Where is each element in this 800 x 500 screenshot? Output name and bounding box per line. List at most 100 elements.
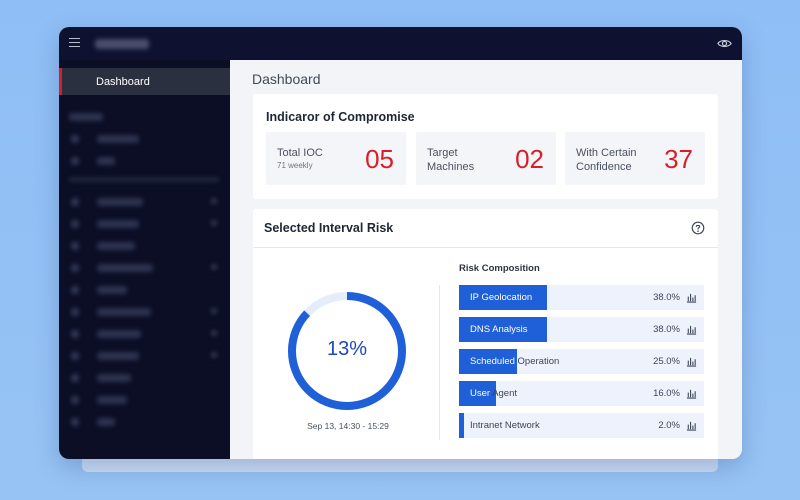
sidebar-item-redacted[interactable] bbox=[97, 308, 151, 316]
metric-label: Target Machines bbox=[427, 146, 474, 174]
chevron-icon-redacted bbox=[211, 308, 217, 314]
risk-card-header: Selected Interval Risk bbox=[253, 209, 718, 248]
composition-title: Risk Composition bbox=[459, 263, 540, 274]
donut-chart bbox=[288, 292, 406, 410]
metric-value: 02 bbox=[515, 144, 544, 174]
composition-name-part: Agent bbox=[492, 388, 518, 399]
ioc-title: Indicaror of Compromise bbox=[266, 110, 415, 124]
sidebar-item-redacted[interactable] bbox=[97, 418, 115, 426]
donut-caption: Sep 13, 14:30 - 15:29 bbox=[307, 421, 389, 431]
composition-bar bbox=[459, 413, 464, 438]
metric-label: Total IOC bbox=[277, 147, 323, 159]
composition-bar bbox=[459, 285, 547, 310]
composition-name: Scheduled Operation bbox=[470, 356, 559, 367]
sidebar-item-redacted[interactable] bbox=[97, 352, 139, 360]
sidebar-item-redacted[interactable] bbox=[97, 330, 141, 338]
hamburger-icon[interactable] bbox=[69, 38, 80, 47]
sidebar-icon-redacted bbox=[71, 242, 79, 250]
sidebar-icon-redacted bbox=[71, 374, 79, 382]
composition-percent: 38.0% bbox=[653, 292, 680, 303]
composition-percent: 16.0% bbox=[653, 388, 680, 399]
app-title-redacted bbox=[95, 39, 149, 49]
help-icon[interactable] bbox=[691, 221, 705, 235]
composition-row-dns-analysis[interactable]: DNS Analysis 38.0% bbox=[459, 317, 704, 342]
metric-value: 05 bbox=[365, 144, 394, 174]
sidebar-item-redacted[interactable] bbox=[97, 242, 135, 250]
sidebar-item-redacted[interactable] bbox=[97, 198, 143, 206]
bar-chart-icon[interactable] bbox=[686, 292, 697, 303]
composition-row-intranet-network[interactable]: Intranet Network 2.0% bbox=[459, 413, 704, 438]
sidebar-icon-redacted bbox=[71, 352, 79, 360]
sidebar-section-redacted bbox=[69, 113, 103, 121]
eye-icon[interactable] bbox=[717, 36, 732, 51]
app-window: Dashboard bbox=[59, 27, 742, 459]
metric-target-machines[interactable]: Target Machines 02 bbox=[416, 132, 556, 185]
sidebar-icon-redacted bbox=[71, 308, 79, 316]
metric-total-ioc[interactable]: Total IOC 71 weekly 05 bbox=[266, 132, 406, 185]
divider bbox=[439, 285, 440, 440]
sidebar-item-redacted[interactable] bbox=[97, 220, 139, 228]
ioc-card: Indicaror of Compromise Total IOC 71 wee… bbox=[253, 94, 718, 199]
sidebar-divider-redacted bbox=[69, 178, 219, 181]
chevron-icon-redacted bbox=[211, 198, 217, 204]
metric-label-line1: With Certain bbox=[576, 147, 637, 159]
sidebar-item-label: Dashboard bbox=[96, 76, 150, 88]
chevron-icon-redacted bbox=[211, 220, 217, 226]
sidebar-icon-redacted bbox=[71, 135, 79, 143]
composition-percent: 2.0% bbox=[658, 420, 680, 431]
sidebar-icon-redacted bbox=[71, 198, 79, 206]
sidebar-item-redacted[interactable] bbox=[97, 286, 127, 294]
composition-name-part: Operation bbox=[514, 356, 560, 367]
composition-row-user-agent[interactable]: User Agent 16.0% bbox=[459, 381, 704, 406]
main-content: Dashboard Indicaror of Compromise Total … bbox=[230, 60, 742, 459]
composition-percent: 38.0% bbox=[653, 324, 680, 335]
sidebar-icon-redacted bbox=[71, 264, 79, 272]
sidebar-item-redacted[interactable] bbox=[97, 157, 115, 165]
sidebar-item-redacted[interactable] bbox=[97, 264, 153, 272]
composition-bar bbox=[459, 317, 547, 342]
sidebar: Dashboard bbox=[59, 60, 230, 459]
risk-card: Selected Interval Risk 13% Sep 13, 14:30… bbox=[253, 209, 718, 459]
sidebar-item-redacted[interactable] bbox=[97, 374, 131, 382]
composition-name: DNS Analysis bbox=[470, 324, 528, 335]
risk-title: Selected Interval Risk bbox=[264, 221, 394, 235]
sidebar-icon-redacted bbox=[71, 396, 79, 404]
composition-name: IP Geolocation bbox=[470, 292, 533, 303]
top-bar bbox=[59, 27, 742, 60]
sidebar-icon-redacted bbox=[71, 286, 79, 294]
metric-certain-confidence[interactable]: With Certain Confidence 37 bbox=[565, 132, 705, 185]
composition-name-part: Scheduled bbox=[470, 356, 515, 367]
sidebar-icon-redacted bbox=[71, 418, 79, 426]
composition-percent: 25.0% bbox=[653, 356, 680, 367]
chevron-icon-redacted bbox=[211, 330, 217, 336]
sidebar-icon-redacted bbox=[71, 330, 79, 338]
bar-chart-icon[interactable] bbox=[686, 324, 697, 335]
composition-name: User Agent bbox=[470, 388, 517, 399]
bar-chart-icon[interactable] bbox=[686, 420, 697, 431]
metric-label-line2: Confidence bbox=[576, 161, 632, 173]
composition-row-ip-geolocation[interactable]: IP Geolocation 38.0% bbox=[459, 285, 704, 310]
metric-label-line1: Target bbox=[427, 147, 458, 159]
bar-chart-icon[interactable] bbox=[686, 356, 697, 367]
bar-chart-icon[interactable] bbox=[686, 388, 697, 399]
composition-name-part: Intranet Network bbox=[470, 420, 540, 431]
composition-name: Intranet Network bbox=[470, 420, 540, 431]
composition-row-scheduled-operation[interactable]: Scheduled Operation 25.0% bbox=[459, 349, 704, 374]
sidebar-icon-redacted bbox=[71, 157, 79, 165]
risk-donut: 13% bbox=[285, 289, 409, 413]
chevron-icon-redacted bbox=[211, 352, 217, 358]
donut-arc bbox=[288, 292, 406, 410]
composition-bar bbox=[459, 381, 497, 406]
sidebar-item-redacted[interactable] bbox=[97, 135, 139, 143]
chevron-icon-redacted bbox=[211, 264, 217, 270]
donut-percent-label: 13% bbox=[326, 338, 368, 360]
page-title: Dashboard bbox=[252, 71, 321, 87]
composition-bar bbox=[459, 349, 517, 374]
metric-sublabel: 71 weekly bbox=[277, 161, 313, 170]
sidebar-item-redacted[interactable] bbox=[97, 396, 127, 404]
metric-value: 37 bbox=[664, 144, 693, 174]
active-marker bbox=[59, 68, 62, 95]
composition-name-part: User bbox=[470, 388, 493, 399]
sidebar-icon-redacted bbox=[71, 220, 79, 228]
sidebar-item-dashboard[interactable]: Dashboard bbox=[59, 68, 230, 95]
